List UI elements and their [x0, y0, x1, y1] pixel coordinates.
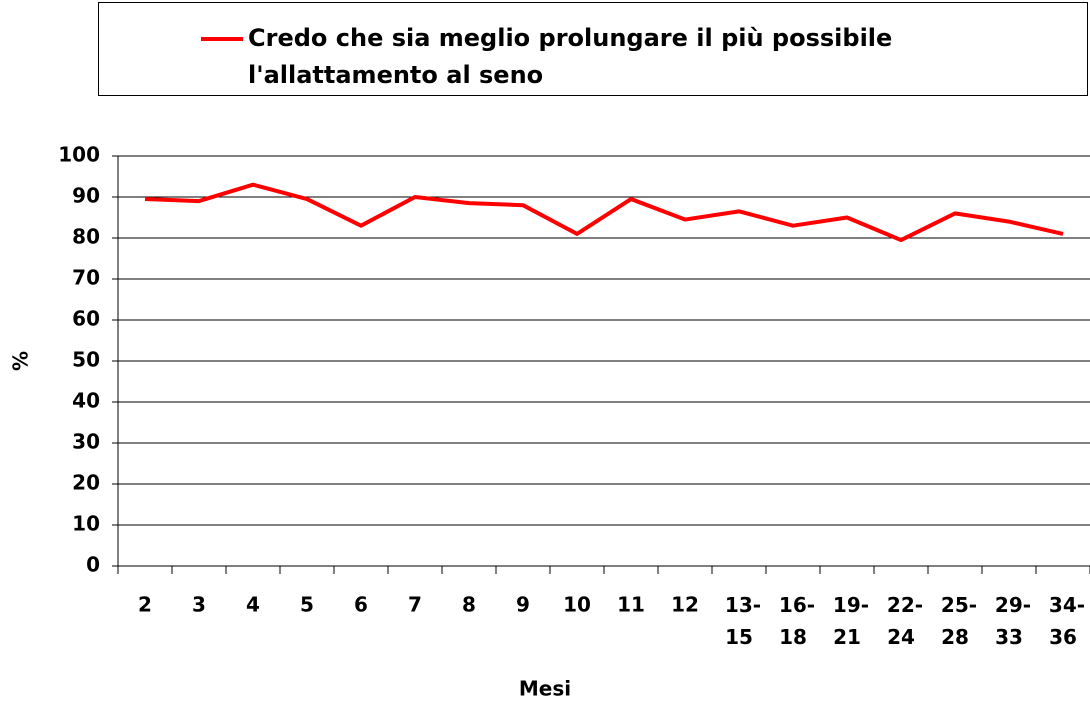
legend-swatch	[201, 37, 243, 41]
y-tick-label: 50	[72, 348, 100, 372]
y-tick-label: 30	[72, 430, 100, 454]
x-axis-title: Mesi	[519, 677, 571, 701]
x-tick-label: 16-18	[779, 593, 815, 649]
y-tick-label: 80	[72, 225, 100, 249]
x-tick-label: 12	[671, 593, 699, 617]
y-tick-label: 90	[72, 184, 100, 208]
x-tick-label: 4	[246, 593, 260, 617]
y-tick-label: 100	[58, 143, 100, 167]
x-tick-label: 8	[462, 593, 476, 617]
y-tick-label: 70	[72, 266, 100, 290]
x-tick-label: 25-28	[941, 593, 977, 649]
x-tick-label: 22-24	[887, 593, 923, 649]
x-tick-label: 34-36	[1049, 593, 1085, 649]
x-tick-label: 6	[354, 593, 368, 617]
legend: Credo che sia meglio prolungare il più p…	[98, 2, 1088, 96]
y-tick-label: 60	[72, 307, 100, 331]
x-tick-label: 29-33	[995, 593, 1031, 649]
series-line	[144, 182, 1064, 243]
x-tick-label: 2	[138, 593, 152, 617]
y-tick-label: 10	[72, 512, 100, 536]
y-tick-label: 40	[72, 389, 100, 413]
legend-label: Credo che sia meglio prolungare il più p…	[248, 24, 893, 89]
x-tick-label: 10	[563, 593, 591, 617]
y-tick-label: 0	[86, 553, 100, 577]
x-tick-label: 11	[617, 593, 645, 617]
x-tick-label: 7	[408, 593, 422, 617]
x-tick-label: 3	[192, 593, 206, 617]
x-tick-label: 5	[300, 593, 314, 617]
x-tick-label: 13-15	[725, 593, 761, 649]
y-tick-label: 20	[72, 471, 100, 495]
x-tick-label: 19-21	[833, 593, 869, 649]
y-axis-title: %	[9, 351, 33, 371]
x-tick-label: 9	[516, 593, 530, 617]
